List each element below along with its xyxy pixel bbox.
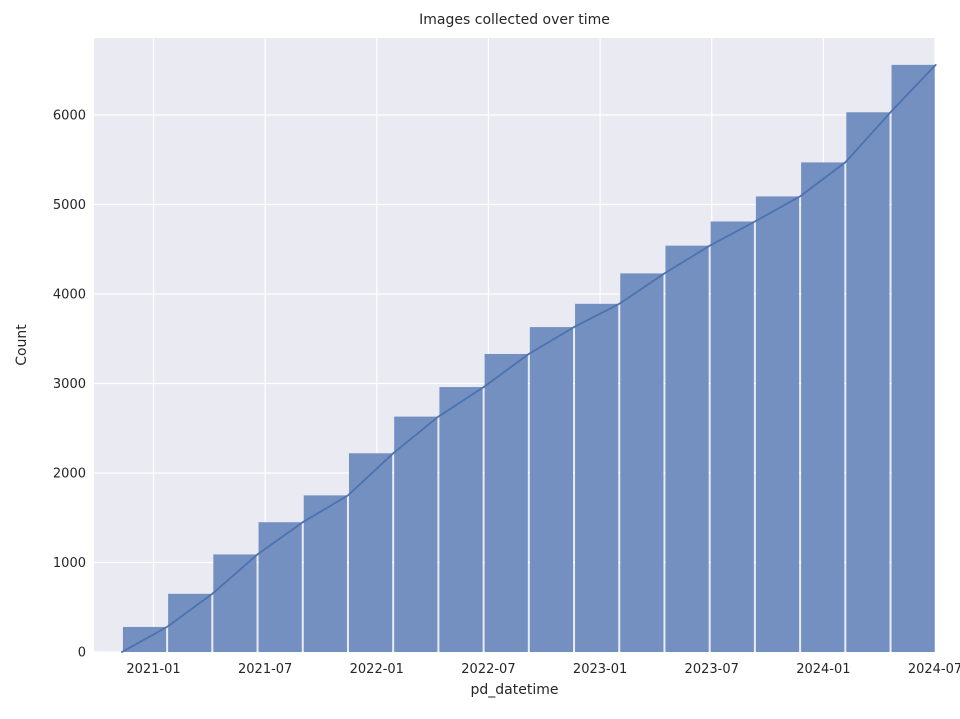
y-tick-label: 4000 <box>53 287 86 302</box>
histogram-bar <box>755 196 800 653</box>
histogram-bar <box>394 416 438 652</box>
histogram-bar <box>801 162 845 652</box>
histogram-bar <box>168 593 212 652</box>
histogram-bar <box>303 495 347 652</box>
histogram-bar <box>891 64 935 652</box>
x-tick-label: 2024-07 <box>908 662 960 677</box>
histogram-bar <box>213 554 257 652</box>
y-tick-label: 1000 <box>53 556 86 571</box>
y-tick-label: 0 <box>78 646 86 661</box>
y-tick-label: 3000 <box>53 377 86 392</box>
histogram-bar <box>348 453 393 652</box>
histogram-bar <box>575 303 619 652</box>
x-tick-label: 2022-01 <box>350 662 404 677</box>
histogram-bar <box>258 522 302 652</box>
histogram-bar <box>484 353 528 652</box>
chart-title: Images collected over time <box>419 12 610 28</box>
y-tick-label: 6000 <box>53 108 86 123</box>
x-tick-label: 2021-01 <box>126 662 180 677</box>
x-tick-label: 2023-07 <box>685 662 739 677</box>
cumulative-count-line <box>121 64 937 653</box>
x-tick-label: 2024-01 <box>796 662 850 677</box>
histogram-bar <box>620 273 664 652</box>
y-tick-label: 2000 <box>53 466 86 481</box>
histogram-bar <box>439 387 483 652</box>
y-tick-label: 5000 <box>53 198 86 213</box>
histogram-bar <box>529 327 574 652</box>
y-axis-label: Count <box>14 324 30 366</box>
histogram-bar <box>665 245 709 652</box>
x-tick-label: 2023-01 <box>573 662 627 677</box>
histogram-bar <box>846 112 890 652</box>
histogram-bar <box>710 221 754 653</box>
x-tick-label: 2021-07 <box>238 662 292 677</box>
x-tick-label: 2022-07 <box>461 662 515 677</box>
x-axis-label: pd_datetime <box>470 682 559 698</box>
